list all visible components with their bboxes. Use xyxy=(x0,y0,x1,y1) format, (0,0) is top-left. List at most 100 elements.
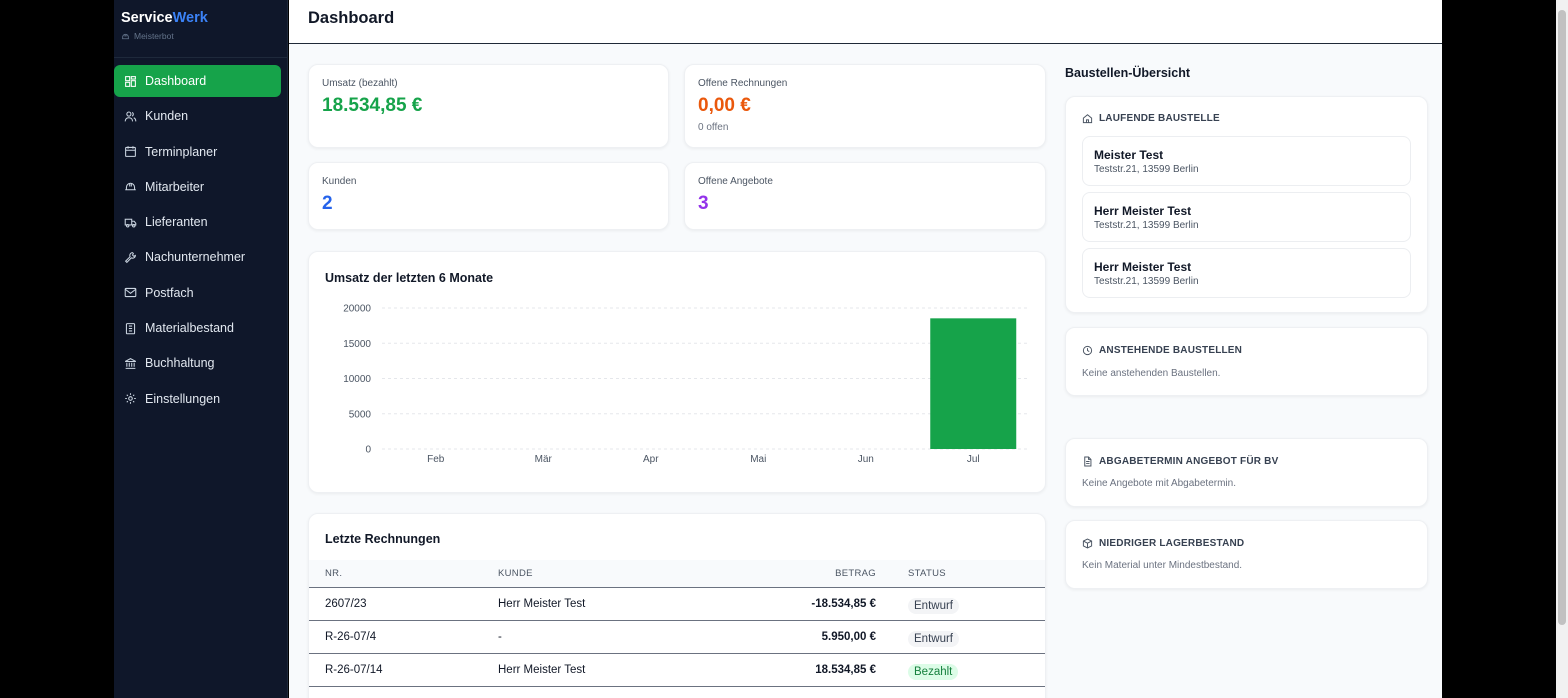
sidebar-item-kunden[interactable]: Kunden xyxy=(114,100,281,132)
brand-logo[interactable]: ServiceWerk xyxy=(121,10,287,26)
package-icon xyxy=(1082,538,1093,549)
chart-title: Umsatz der letzten 6 Monate xyxy=(325,271,494,285)
stat-value: 3 xyxy=(698,193,709,214)
invoice-amount: -18.534,85 € xyxy=(811,598,876,610)
x-tick-label: Mär xyxy=(535,454,553,465)
low-stock-heading-text: NIEDRIGER LAGERBESTAND xyxy=(1099,538,1245,549)
chart-bar-jul[interactable] xyxy=(930,318,1017,449)
brand-name-part2: Werk xyxy=(172,10,208,26)
invoice-customer: - xyxy=(498,631,502,643)
offer-deadline-empty: Keine Angebote mit Abgabetermin. xyxy=(1082,478,1236,489)
sidebar-item-label: Mitarbeiter xyxy=(145,179,205,194)
site-name: Herr Meister Test xyxy=(1094,204,1192,218)
site-list-item[interactable]: Meister Test Teststr.21, 13599 Berlin xyxy=(1082,136,1411,186)
main-content: Dashboard Umsatz (bezahlt) 18.534,85 € O… xyxy=(289,0,1442,698)
sidebar-item-label: Kunden xyxy=(145,109,189,124)
stat-label: Offene Rechnungen xyxy=(698,78,788,89)
y-tick-label: 5000 xyxy=(349,409,372,420)
sidebar-item-label: Einstellungen xyxy=(145,391,221,406)
column-header-customer[interactable]: KUNDE xyxy=(498,568,533,579)
sidebar-item-label: Postfach xyxy=(145,285,194,300)
sidebar-item-lieferanten[interactable]: Lieferanten xyxy=(114,206,281,238)
stat-card-open-invoices: Offene Rechnungen 0,00 € 0 offen xyxy=(684,64,1046,148)
invoice-customer: Herr Meister Test xyxy=(498,598,586,610)
offer-deadline-heading: ABGABETERMIN ANGEBOT FÜR BV xyxy=(1082,456,1278,467)
sidebar-item-materialbestand[interactable]: Materialbestand xyxy=(114,312,281,344)
page-scrollbar[interactable] xyxy=(1556,0,1568,698)
invoice-amount: 18.534,85 € xyxy=(815,664,876,676)
bank-icon xyxy=(124,357,137,370)
mail-icon xyxy=(124,286,137,299)
clipboard-icon xyxy=(124,322,137,335)
site-address: Teststr.21, 13599 Berlin xyxy=(1094,164,1199,175)
running-sites-panel: LAUFENDE BAUSTELLE Meister Test Teststr.2… xyxy=(1065,96,1428,313)
x-tick-label: Jul xyxy=(967,454,980,465)
column-header-nr[interactable]: NR. xyxy=(325,568,343,579)
y-tick-label: 15000 xyxy=(343,339,371,350)
site-address: Teststr.21, 13599 Berlin xyxy=(1094,220,1199,231)
status-badge: Bezahlt xyxy=(908,664,959,680)
brand: ServiceWerk Meisterbot xyxy=(114,0,287,58)
upcoming-sites-empty: Keine anstehenden Baustellen. xyxy=(1082,368,1221,379)
site-list-item[interactable]: Herr Meister Test Teststr.21, 13599 Berli… xyxy=(1082,192,1411,242)
document-icon xyxy=(1084,456,1092,467)
scrollbar-thumb[interactable] xyxy=(1558,10,1566,625)
sidebar-item-label: Buchhaltung xyxy=(145,356,215,371)
recent-invoices-card: Letzte Rechnungen NR. KUNDE BETRAG STATU… xyxy=(308,513,1046,698)
invoice-nr: 2607/23 xyxy=(325,598,367,610)
upcoming-sites-panel: ANSTEHENDE BAUSTELLEN Keine anstehenden … xyxy=(1065,327,1428,396)
truck-icon xyxy=(124,216,137,229)
x-tick-label: Mai xyxy=(750,454,766,465)
upcoming-sites-heading: ANSTEHENDE BAUSTELLEN xyxy=(1082,345,1242,356)
page-title: Dashboard xyxy=(308,9,395,27)
running-sites-heading: LAUFENDE BAUSTELLE xyxy=(1082,113,1220,124)
table-row[interactable]: R-26-07/14 Herr Meister Test 18.534,85 € Be… xyxy=(309,654,1045,687)
topbar: Dashboard xyxy=(289,0,1442,44)
x-tick-label: Feb xyxy=(427,454,445,465)
home-icon xyxy=(1082,114,1093,124)
low-stock-heading: NIEDRIGER LAGERBESTAND xyxy=(1082,538,1244,549)
status-badge: Entwurf xyxy=(908,631,959,647)
wrench-icon xyxy=(124,251,137,264)
x-tick-label: Jun xyxy=(858,454,874,465)
sidebar-item-postfach[interactable]: Postfach xyxy=(114,277,281,309)
stat-label: Kunden xyxy=(322,176,357,187)
revenue-chart-card: Umsatz der letzten 6 Monate 0 5000 10000 15… xyxy=(308,251,1046,493)
sidebar-item-nachunternehmer[interactable]: Nachunternehmer xyxy=(114,241,281,273)
invoice-nr: R-26-07/14 xyxy=(325,664,383,676)
brand-name-part1: Service xyxy=(121,10,173,26)
dashboard-icon xyxy=(124,75,137,88)
sidebar-item-einstellungen[interactable]: Einstellungen xyxy=(114,383,281,415)
site-list-item[interactable]: Herr Meister Test Teststr.21, 13599 Berli… xyxy=(1082,248,1411,298)
invoice-nr: R-26-07/4 xyxy=(325,631,377,643)
stat-label: Offene Angebote xyxy=(698,176,773,187)
stat-value: 2 xyxy=(322,193,333,214)
sidebar-item-mitarbeiter[interactable]: Mitarbeiter xyxy=(114,171,281,203)
sidebar-item-terminplaner[interactable]: Terminplaner xyxy=(114,136,281,168)
y-tick-label: 20000 xyxy=(343,304,371,315)
stat-value: 18.534,85 € xyxy=(322,95,423,116)
current-user-name: Meisterbot xyxy=(134,31,174,41)
low-stock-empty: Kein Material unter Mindestbestand. xyxy=(1082,560,1243,571)
invoices-title: Letzte Rechnungen xyxy=(325,532,441,546)
stat-card-open-offers: Offene Angebote 3 xyxy=(684,162,1046,230)
sidebar-nav: Dashboard Kunden Terminplaner Mitarbeiter Li… xyxy=(114,58,287,415)
calendar-icon xyxy=(124,145,137,158)
sidebar-item-dashboard[interactable]: Dashboard xyxy=(114,65,281,97)
upcoming-sites-heading-text: ANSTEHENDE BAUSTELLEN xyxy=(1099,345,1243,356)
column-header-amount[interactable]: BETRAG xyxy=(835,568,876,579)
sidebar: ServiceWerk Meisterbot Dashboard Kunden Te… xyxy=(114,0,288,698)
hardhat-icon xyxy=(124,180,137,193)
stat-card-customers: Kunden 2 xyxy=(308,162,669,230)
running-sites-heading-text: LAUFENDE BAUSTELLE xyxy=(1099,113,1220,124)
sidebar-item-label: Nachunternehmer xyxy=(145,250,246,265)
sidebar-item-label: Materialbestand xyxy=(145,321,234,336)
stat-label: Umsatz (bezahlt) xyxy=(322,78,398,89)
stat-value: 0,00 € xyxy=(698,95,751,116)
sidebar-item-buchhaltung[interactable]: Buchhaltung xyxy=(114,347,281,379)
table-row[interactable]: 2607/23 Herr Meister Test -18.534,85 € Entw… xyxy=(309,588,1045,621)
gear-icon xyxy=(124,392,137,405)
table-row[interactable]: R-26-07/4 - 5.950,00 € Entwurf xyxy=(309,621,1045,654)
column-header-status[interactable]: STATUS xyxy=(908,568,946,579)
y-tick-label: 0 xyxy=(365,445,371,456)
